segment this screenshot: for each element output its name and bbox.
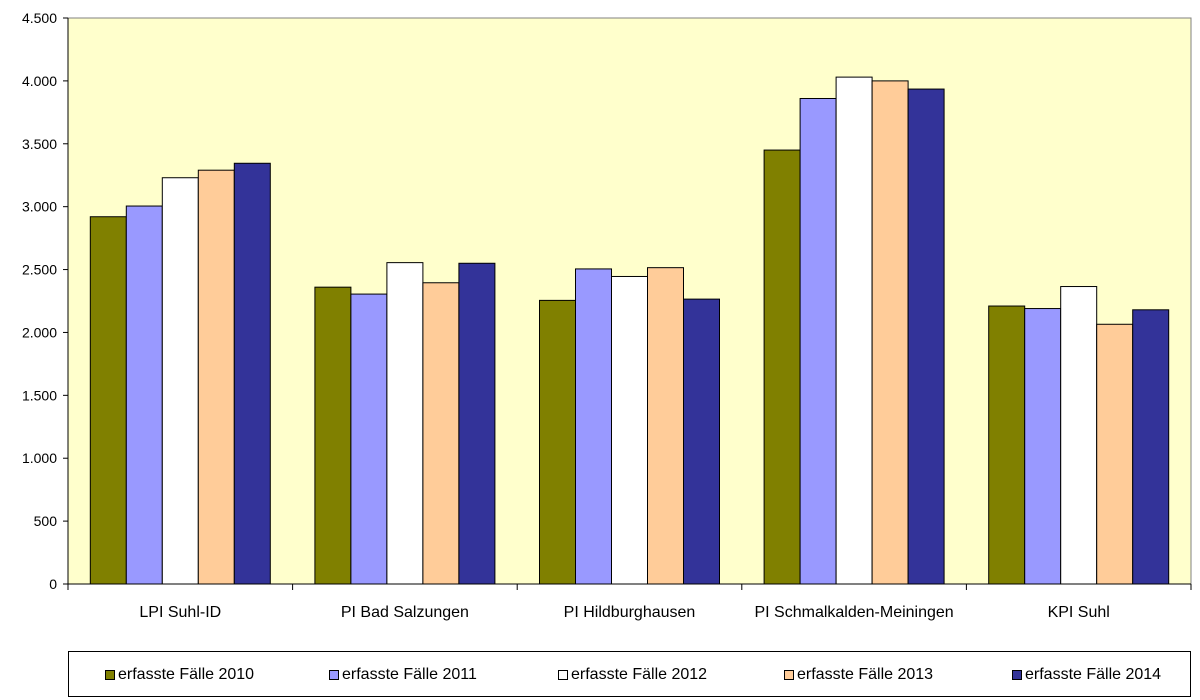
legend-swatch [1012,670,1022,680]
y-tick-label: 4.500 [22,10,57,26]
legend-label: erfasste Fälle 2011 [342,666,477,683]
bar-1-2 [314,286,352,585]
x-category-label: LPI Suhl-ID [139,604,221,621]
y-tick-label: 3.500 [22,136,57,152]
y-tick-label: 4.000 [22,73,57,89]
y-tick-label: 3.000 [22,199,57,215]
bar-3-3 [611,275,648,585]
legend: erfasste Fälle 2010 erfasste Fälle 2011 er… [68,651,1191,697]
y-tick-label: 1.000 [22,450,57,466]
legend-swatch [329,670,339,680]
bar-1-3 [539,299,576,585]
y-tick-label: 0 [49,576,57,592]
bar-3-5 [1060,286,1098,585]
bar-5-4 [907,88,945,585]
legend-item: erfasste Fälle 2012 [558,666,707,684]
bar-4-4 [871,80,909,585]
legend-label: erfasste Fälle 2014 [1025,666,1162,683]
bar-4-1 [197,169,235,585]
legend-label: erfasste Fälle 2013 [797,666,934,683]
bar-3-2 [386,262,424,585]
bar-2-1 [125,205,163,585]
axes-group: 0 500 1.000 1.500 2.000 2.500 3.000 3.500 4.000 4… [22,10,1192,621]
bar-5-1 [233,162,271,585]
bar-5-2 [458,262,496,585]
legend-swatch [558,670,568,680]
bar-1-4 [763,149,801,585]
bars-group [89,76,1170,585]
bar-1-5 [988,305,1026,585]
legend-item: erfasste Fälle 2014 [1012,666,1161,684]
y-tick-label: 1.500 [22,387,57,403]
bar-3-1 [161,177,199,585]
bar-5-5 [1132,309,1170,585]
legend-swatch [105,670,115,680]
legend-item: erfasste Fälle 2013 [784,666,933,684]
x-category-label: PI Schmalkalden-Meiningen [754,604,953,621]
legend-label: erfasste Fälle 2012 [571,666,708,683]
bar-4-2 [422,282,460,585]
bar-4-3 [647,267,684,585]
legend-swatch [784,670,794,680]
bar-2-5 [1024,308,1062,585]
legend-label: erfasste Fälle 2010 [118,666,255,683]
bar-1-1 [89,216,127,585]
x-category-label: KPI Suhl [1048,604,1110,621]
bar-2-3 [575,268,612,585]
legend-item: erfasste Fälle 2011 [329,666,477,684]
bar-2-4 [799,97,837,585]
bar-chart: 0 500 1.000 1.500 2.000 2.500 3.000 3.500 4.000 4… [22,10,1192,621]
x-category-label: PI Bad Salzungen [341,604,469,621]
y-tick-label: 500 [34,513,58,529]
x-category-label: PI Hildburghausen [564,604,696,621]
bar-5-3 [683,298,720,585]
bar-4-5 [1096,323,1134,585]
y-tick-label: 2.500 [22,262,57,278]
bar-3-4 [835,76,873,585]
bar-2-2 [350,293,388,585]
legend-item: erfasste Fälle 2010 [105,666,254,684]
y-tick-label: 2.000 [22,324,57,340]
